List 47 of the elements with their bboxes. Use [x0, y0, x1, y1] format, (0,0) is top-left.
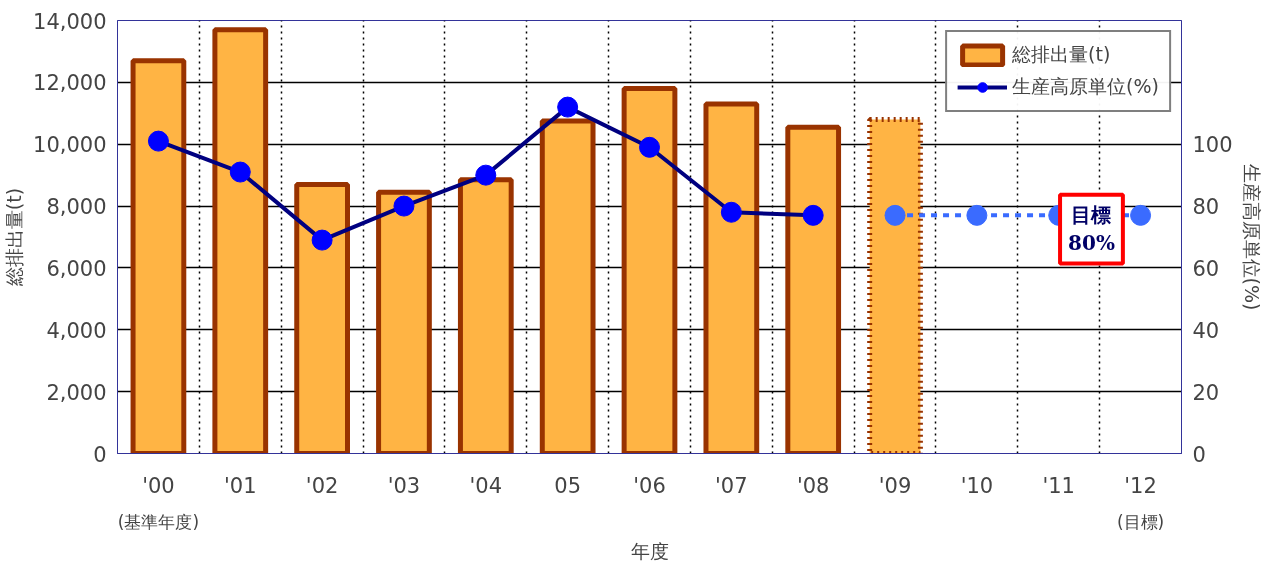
y-tick-label: 2,000	[46, 380, 107, 405]
point	[802, 204, 824, 226]
legend-label: 総排出量(t)	[1012, 42, 1111, 67]
y-tick-label: 10,000	[33, 133, 107, 158]
text: (基準年度)	[117, 511, 200, 532]
y2-tick-label: 0	[1192, 442, 1206, 467]
point	[147, 130, 169, 152]
y-tick-label: 4,000	[46, 318, 107, 343]
y2-tick-label: 20	[1192, 380, 1220, 405]
point	[966, 204, 988, 226]
point	[311, 229, 333, 251]
y2-axis-title: 生産高原単位(%)	[1240, 163, 1263, 311]
legend-label: 生産高原単位(%)	[1012, 74, 1159, 99]
y2-tick-label: 100	[1192, 133, 1233, 158]
annotation: 目標 80%	[1068, 202, 1115, 256]
y-axis-title: 総排出量(t)	[3, 187, 26, 288]
x-tick-label: '12	[1124, 473, 1157, 498]
y-tick-label: 14,000	[33, 9, 107, 34]
x-tick-label: '03	[387, 473, 421, 498]
x-tick-label: '06	[633, 473, 666, 498]
y-tick-label: 12,000	[33, 71, 107, 96]
y2-tick-label: 60	[1192, 256, 1220, 281]
x-tick-label: '11	[1042, 473, 1075, 498]
y-tick-label: 6,000	[46, 256, 107, 281]
point	[639, 136, 660, 158]
x-tick-label: '02	[305, 473, 339, 498]
x-tick-label: '07	[715, 473, 748, 498]
point	[229, 161, 251, 183]
point	[884, 204, 906, 226]
x-tick-label: '01	[224, 473, 257, 498]
y-tick-label: 0	[93, 442, 107, 467]
x-tick-label: '09	[878, 473, 912, 498]
point	[720, 201, 742, 223]
point	[393, 195, 415, 217]
y-tick-label: 8,000	[46, 195, 107, 220]
x-tick-label: 05	[554, 473, 582, 498]
y2-tick-label: 40	[1192, 318, 1220, 343]
x-tick-label: '08	[796, 473, 830, 498]
point	[557, 96, 579, 118]
text: (目標)	[1116, 511, 1165, 532]
x-tick-label: '10	[960, 473, 994, 498]
x-tick-label: '04	[469, 473, 503, 498]
x-axis-title: 年度	[630, 539, 669, 562]
y2-tick-label: 80	[1192, 195, 1220, 220]
point	[475, 164, 497, 186]
x-tick-label: '00	[142, 473, 175, 498]
point	[1130, 204, 1152, 226]
